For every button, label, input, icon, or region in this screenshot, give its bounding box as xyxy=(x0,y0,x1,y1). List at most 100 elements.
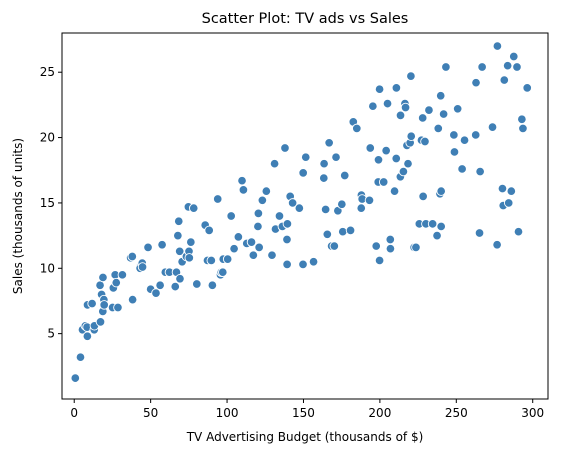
data-point-29 xyxy=(137,262,148,272)
data-point-133 xyxy=(406,71,416,81)
data-point-149 xyxy=(436,186,446,196)
data-point-85 xyxy=(287,198,298,208)
y-tick-label: 5 xyxy=(47,327,55,341)
data-point-68 xyxy=(246,237,257,247)
y-tick-label: 10 xyxy=(40,261,55,275)
data-points xyxy=(70,41,532,383)
x-tick-label: 150 xyxy=(292,406,315,420)
data-point-32 xyxy=(151,288,161,298)
chart-title: Scatter Plot: TV ads vs Sales xyxy=(202,11,409,27)
data-point-70 xyxy=(253,221,263,232)
data-point-69 xyxy=(248,250,259,260)
data-point-82 xyxy=(282,259,292,270)
data-point-158 xyxy=(470,130,481,140)
data-point-71 xyxy=(253,208,264,219)
data-point-95 xyxy=(324,138,334,148)
data-point-78 xyxy=(274,211,285,221)
data-point-151 xyxy=(438,109,449,119)
data-point-163 xyxy=(487,122,498,132)
data-point-129 xyxy=(400,102,411,113)
data-point-33 xyxy=(155,280,165,291)
data-point-134 xyxy=(406,131,416,142)
data-point-103 xyxy=(345,225,356,236)
data-point-81 xyxy=(282,234,292,245)
data-point-56 xyxy=(212,194,223,204)
data-point-59 xyxy=(218,267,228,277)
data-point-117 xyxy=(378,177,389,187)
data-point-153 xyxy=(449,130,459,140)
data-point-118 xyxy=(381,145,391,156)
data-point-175 xyxy=(517,114,527,125)
data-point-30 xyxy=(143,242,153,253)
data-point-7 xyxy=(87,298,97,309)
data-point-54 xyxy=(206,255,217,266)
data-point-100 xyxy=(337,199,347,209)
data-point-109 xyxy=(364,195,375,206)
x-tick-label: 250 xyxy=(445,406,468,420)
data-point-72 xyxy=(254,242,264,253)
data-point-63 xyxy=(229,243,239,254)
data-point-66 xyxy=(238,185,249,195)
data-point-171 xyxy=(506,186,517,196)
data-point-88 xyxy=(298,168,308,178)
data-point-80 xyxy=(280,143,290,153)
data-point-124 xyxy=(391,83,402,93)
data-point-48 xyxy=(186,237,196,247)
data-point-140 xyxy=(418,191,428,202)
data-point-106 xyxy=(356,203,366,213)
data-point-176 xyxy=(518,123,528,134)
data-point-146 xyxy=(433,123,444,134)
data-point-110 xyxy=(365,143,376,153)
data-point-114 xyxy=(373,155,384,165)
data-point-112 xyxy=(371,241,381,251)
data-point-155 xyxy=(452,104,463,114)
x-axis: 0 50 100 150 200 250 300 xyxy=(70,399,544,420)
data-point-47 xyxy=(184,253,195,263)
data-point-25 xyxy=(127,294,138,305)
y-axis: 5 10 15 20 25 xyxy=(40,65,62,341)
data-point-154 xyxy=(449,147,460,157)
data-point-37 xyxy=(170,281,180,292)
data-point-116 xyxy=(374,84,385,94)
data-point-102 xyxy=(339,170,350,181)
data-point-122 xyxy=(389,186,400,196)
data-point-131 xyxy=(403,158,413,169)
data-point-76 xyxy=(269,158,280,169)
data-point-75 xyxy=(267,250,277,260)
data-point-165 xyxy=(492,41,503,51)
data-point-40 xyxy=(174,216,184,226)
data-point-86 xyxy=(294,203,305,213)
data-point-20 xyxy=(111,277,121,288)
data-point-115 xyxy=(374,255,385,266)
data-point-21 xyxy=(113,302,123,313)
data-point-126 xyxy=(395,110,406,121)
data-point-119 xyxy=(382,98,393,109)
data-point-136 xyxy=(411,242,421,253)
data-point-139 xyxy=(417,113,428,123)
data-point-42 xyxy=(175,273,185,284)
data-point-101 xyxy=(338,226,348,237)
x-tick-label: 100 xyxy=(216,406,239,420)
data-point-168 xyxy=(499,75,510,85)
data-point-41 xyxy=(174,246,185,257)
data-point-10 xyxy=(95,280,105,291)
data-point-160 xyxy=(474,228,485,238)
x-tick-label: 200 xyxy=(368,406,391,420)
data-point-159 xyxy=(471,77,481,88)
x-axis-label: TV Advertising Budget (thousands of $) xyxy=(186,430,424,444)
data-point-164 xyxy=(492,240,502,250)
data-point-156 xyxy=(457,164,467,174)
data-point-172 xyxy=(509,51,519,62)
data-point-24 xyxy=(127,251,138,262)
data-point-53 xyxy=(204,225,214,236)
y-axis-label: Sales (thousands of units) xyxy=(11,138,25,294)
data-point-148 xyxy=(435,90,446,101)
data-point-83 xyxy=(282,219,293,229)
y-tick-label: 15 xyxy=(40,196,55,210)
data-point-62 xyxy=(226,211,236,221)
data-point-5 xyxy=(82,331,93,342)
data-point-93 xyxy=(320,204,331,215)
data-point-169 xyxy=(502,60,513,71)
data-point-98 xyxy=(331,152,341,162)
